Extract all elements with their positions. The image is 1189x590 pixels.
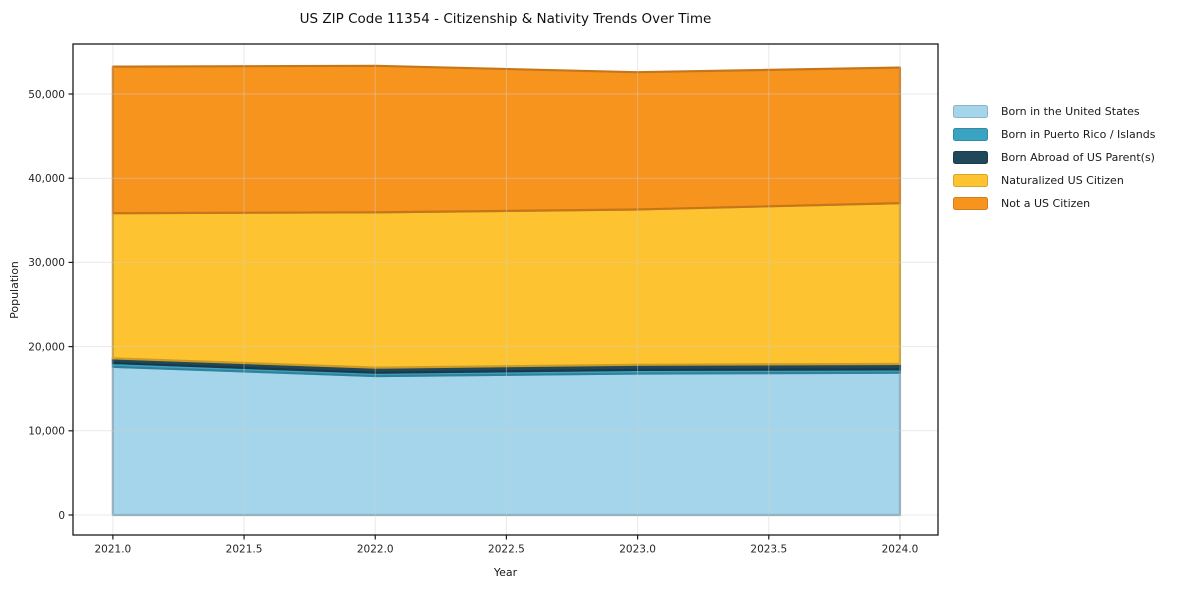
legend-label: Naturalized US Citizen — [1001, 174, 1124, 187]
legend-swatch — [953, 151, 988, 164]
x-tick-label: 2023.0 — [619, 544, 656, 556]
axes-frame — [72, 43, 939, 536]
x-tick-label: 2021.5 — [226, 544, 263, 556]
chart-legend: Born in the United States Born in Puerto … — [953, 105, 1155, 210]
legend-swatch — [953, 174, 988, 187]
x-tick-label: 2024.0 — [882, 544, 919, 556]
legend-item-4: Not a US Citizen — [953, 197, 1155, 210]
y-tick-label: 30,000 — [28, 257, 65, 269]
legend-item-1: Born in Puerto Rico / Islands — [953, 128, 1155, 141]
legend-swatch — [953, 197, 988, 210]
area-layer-4 — [111, 64, 902, 215]
legend-label: Born in the United States — [1001, 105, 1140, 118]
x-tick-label: 2022.0 — [357, 544, 394, 556]
y-axis-label: Population — [8, 261, 21, 319]
legend-swatch — [953, 128, 988, 141]
legend-label: Born Abroad of US Parent(s) — [1001, 151, 1155, 164]
legend-swatch — [953, 105, 988, 118]
y-tick-label: 20,000 — [28, 341, 65, 353]
y-tick-label: 0 — [58, 510, 65, 522]
x-tick-label: 2021.0 — [95, 544, 132, 556]
chart-title: US ZIP Code 11354 - Citizenship & Nativi… — [300, 11, 712, 27]
area-series-group — [111, 64, 902, 517]
y-tick-label: 40,000 — [28, 173, 65, 185]
y-tick-label: 10,000 — [28, 426, 65, 438]
legend-item-3: Naturalized US Citizen — [953, 174, 1155, 187]
legend-item-2: Born Abroad of US Parent(s) — [953, 151, 1155, 164]
x-tick-label: 2023.5 — [750, 544, 787, 556]
x-axis-label: Year — [493, 566, 518, 579]
x-tick-label: 2022.5 — [488, 544, 525, 556]
ticks-group: 2021.0 2021.5 2022.0 2022.5 2023.0 2023.5 2024… — [28, 89, 918, 556]
legend-item-0: Born in the United States — [953, 105, 1155, 118]
legend-label: Not a US Citizen — [1001, 197, 1091, 210]
legend-label: Born in Puerto Rico / Islands — [1001, 128, 1156, 141]
y-tick-label: 50,000 — [28, 89, 65, 101]
gridlines-group — [73, 44, 938, 535]
